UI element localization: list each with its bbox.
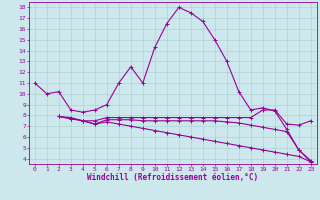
X-axis label: Windchill (Refroidissement éolien,°C): Windchill (Refroidissement éolien,°C): [87, 173, 258, 182]
